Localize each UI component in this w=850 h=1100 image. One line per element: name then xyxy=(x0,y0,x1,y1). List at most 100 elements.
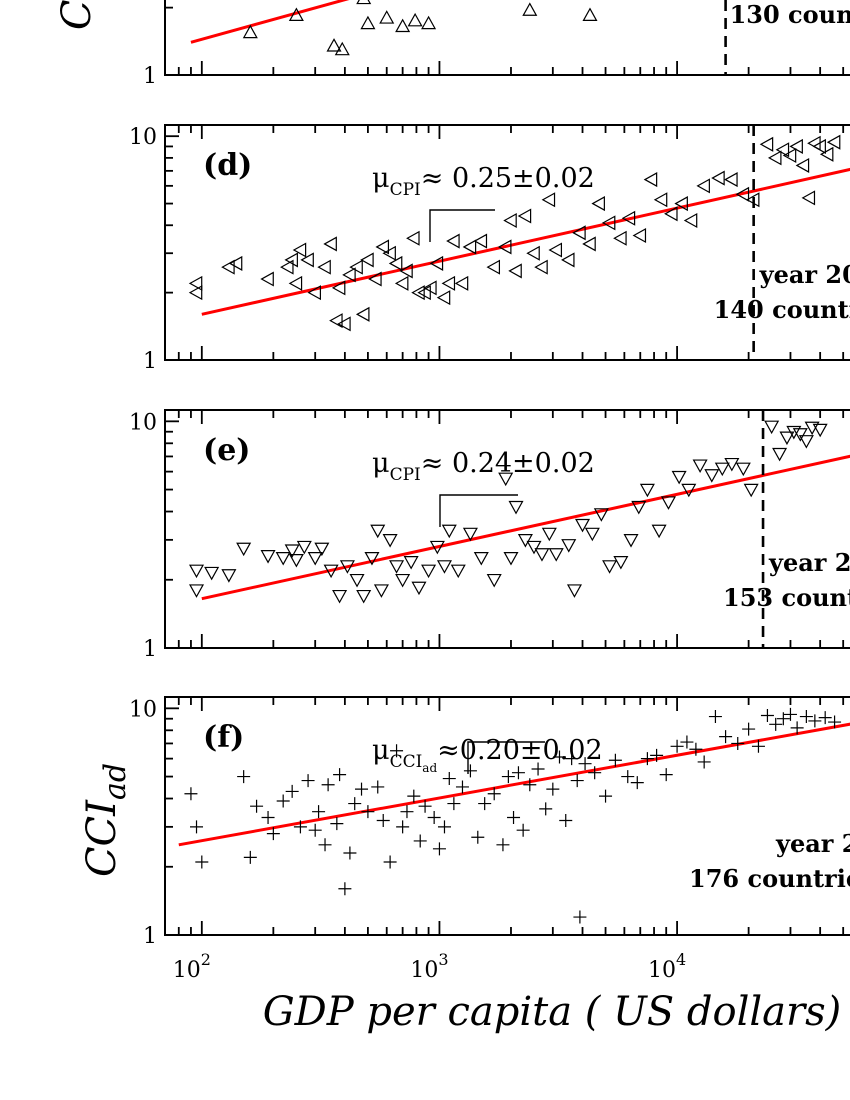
data-point xyxy=(343,846,357,860)
data-point xyxy=(501,770,515,784)
data-point xyxy=(735,462,751,477)
data-point xyxy=(188,564,205,579)
data-point xyxy=(631,500,647,515)
countries-label: 130 countries xyxy=(730,0,850,29)
data-point xyxy=(742,722,756,736)
slope-bracket xyxy=(429,209,495,242)
data-point xyxy=(261,810,275,824)
data-point xyxy=(743,483,759,498)
y-tick-label: 1 xyxy=(143,637,157,662)
data-point xyxy=(801,190,816,206)
data-point xyxy=(745,192,760,208)
data-point xyxy=(318,838,332,852)
data-point xyxy=(421,564,437,579)
data-point xyxy=(288,553,304,568)
y-axis-label-cci-base: CCI xyxy=(79,799,125,877)
data-point xyxy=(779,431,795,446)
data-point xyxy=(671,470,687,485)
data-point xyxy=(643,172,658,188)
data-point xyxy=(775,142,790,158)
data-point xyxy=(602,560,618,574)
data-point xyxy=(812,423,828,438)
year-label: year 2002 xyxy=(768,548,850,577)
data-point xyxy=(395,18,411,33)
data-point xyxy=(573,910,587,924)
panel-frame xyxy=(164,0,850,76)
data-point xyxy=(442,772,456,786)
data-point xyxy=(339,560,355,574)
data-point xyxy=(429,540,445,555)
data-point xyxy=(382,245,396,261)
panel-frame xyxy=(164,124,850,361)
data-point xyxy=(782,147,797,163)
data-point xyxy=(236,542,252,557)
x-tick-exponent: 2 xyxy=(201,950,211,969)
data-point xyxy=(651,524,667,539)
data-point xyxy=(332,589,348,604)
data-point xyxy=(578,757,592,771)
data-point xyxy=(503,212,517,229)
data-point xyxy=(759,136,774,152)
data-point xyxy=(767,150,782,166)
data-point xyxy=(498,472,514,487)
data-point xyxy=(421,15,437,30)
data-point xyxy=(190,820,204,834)
data-point xyxy=(572,225,586,241)
data-point xyxy=(188,275,203,291)
data-point xyxy=(593,508,609,522)
data-point xyxy=(523,778,537,792)
data-point xyxy=(812,138,826,154)
data-point xyxy=(301,774,315,788)
markers xyxy=(242,0,598,56)
panel-label: (d) xyxy=(203,148,252,183)
data-point xyxy=(608,753,622,767)
data-point xyxy=(221,569,237,583)
data-point xyxy=(376,813,390,827)
data-point xyxy=(828,715,842,729)
data-point xyxy=(280,259,294,275)
data-point xyxy=(789,138,803,154)
data-point xyxy=(478,797,492,811)
data-point xyxy=(379,10,395,24)
data-point xyxy=(696,178,710,194)
data-point xyxy=(417,285,431,301)
data-point xyxy=(395,573,411,588)
data-point xyxy=(689,742,703,756)
slope-subscript: CPI xyxy=(390,465,421,485)
data-point xyxy=(436,290,451,306)
data-point xyxy=(818,711,832,725)
data-point xyxy=(388,255,403,271)
data-point xyxy=(660,496,676,510)
data-point xyxy=(293,820,307,834)
data-point xyxy=(731,736,745,750)
data-point xyxy=(436,560,453,574)
data-point xyxy=(361,805,375,819)
data-point xyxy=(683,212,698,229)
data-point xyxy=(786,425,802,440)
data-point xyxy=(541,527,557,542)
data-point xyxy=(237,770,251,784)
data-point xyxy=(473,233,488,249)
data-point xyxy=(517,534,533,548)
data-point xyxy=(621,770,635,784)
data-point xyxy=(441,275,456,291)
data-point xyxy=(613,230,627,246)
data-point xyxy=(188,285,203,301)
data-point xyxy=(704,469,720,483)
data-point xyxy=(188,584,205,598)
data-point xyxy=(507,810,521,824)
data-point xyxy=(462,239,477,255)
data-point xyxy=(541,192,556,208)
fit-line xyxy=(178,722,850,847)
panel-label: (e) xyxy=(203,433,250,468)
y-tick-label: 1 xyxy=(143,349,157,374)
data-point xyxy=(531,762,545,776)
x-tick-exponent: 3 xyxy=(438,950,448,969)
data-point xyxy=(582,7,598,22)
countries-label: 140 countries xyxy=(714,295,850,324)
data-point xyxy=(337,316,351,332)
data-point xyxy=(333,768,347,782)
data-point xyxy=(680,735,694,749)
y-axis-label-cci: CCIad xyxy=(79,763,133,877)
data-point xyxy=(307,552,323,566)
